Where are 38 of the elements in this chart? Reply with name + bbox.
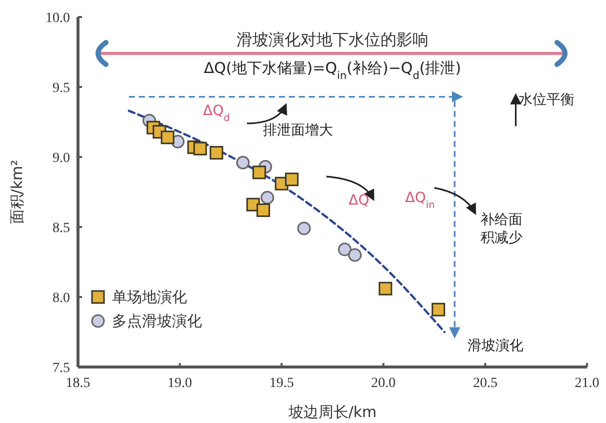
- point: [432, 302, 446, 316]
- y-tick-label: 8.0: [52, 291, 70, 306]
- point: [193, 142, 207, 156]
- text: ΔQ(地下水储量)=Q$_{in}$(补给)−Q$_{d}$(排泄): [204, 59, 462, 82]
- x-tick-label: 20.0: [371, 376, 396, 391]
- x-tick-label: 20.5: [472, 376, 498, 391]
- y-axis-title: 面积/km²: [8, 160, 26, 224]
- point: [160, 130, 174, 144]
- text: 滑坡演化对地下水位的影响: [236, 30, 428, 49]
- x-tick-label: 19.0: [168, 376, 192, 391]
- annotation: ΔQ$_{d}$: [203, 103, 230, 124]
- point: [252, 166, 266, 180]
- x-tick-label: 19.5: [269, 376, 294, 391]
- y-tick-label: 9.5: [52, 81, 70, 96]
- x-tick-label: 21.0: [574, 376, 600, 391]
- y-tick-label: 9.0: [52, 151, 70, 166]
- legend-label: 多点滑坡演化: [112, 312, 202, 330]
- point: [210, 146, 224, 160]
- y-tick-label: 10.0: [46, 11, 70, 26]
- annotation: ΔQ: [348, 192, 370, 209]
- legend-label: 单场地演化: [112, 288, 187, 306]
- point: [338, 242, 352, 256]
- point: [256, 203, 270, 217]
- point: [285, 172, 299, 186]
- y-tick-label: 8.5: [52, 221, 70, 236]
- annotation: 滑坡演化: [467, 338, 524, 354]
- annotation: 水位平衡: [518, 92, 574, 108]
- annotation: 排泄面增大: [262, 122, 333, 139]
- annotation: 补给面积减少: [480, 212, 522, 246]
- point: [297, 222, 311, 236]
- x-axis-title: 坡边周长/km: [287, 403, 377, 421]
- point: [378, 282, 392, 296]
- x-tick-label: 18.5: [66, 376, 90, 391]
- y-tick-label: 7.5: [52, 361, 70, 376]
- annotation: ΔQ$_{in}$: [405, 190, 435, 210]
- point: [348, 248, 362, 262]
- point: [236, 156, 250, 170]
- point: [260, 190, 274, 204]
